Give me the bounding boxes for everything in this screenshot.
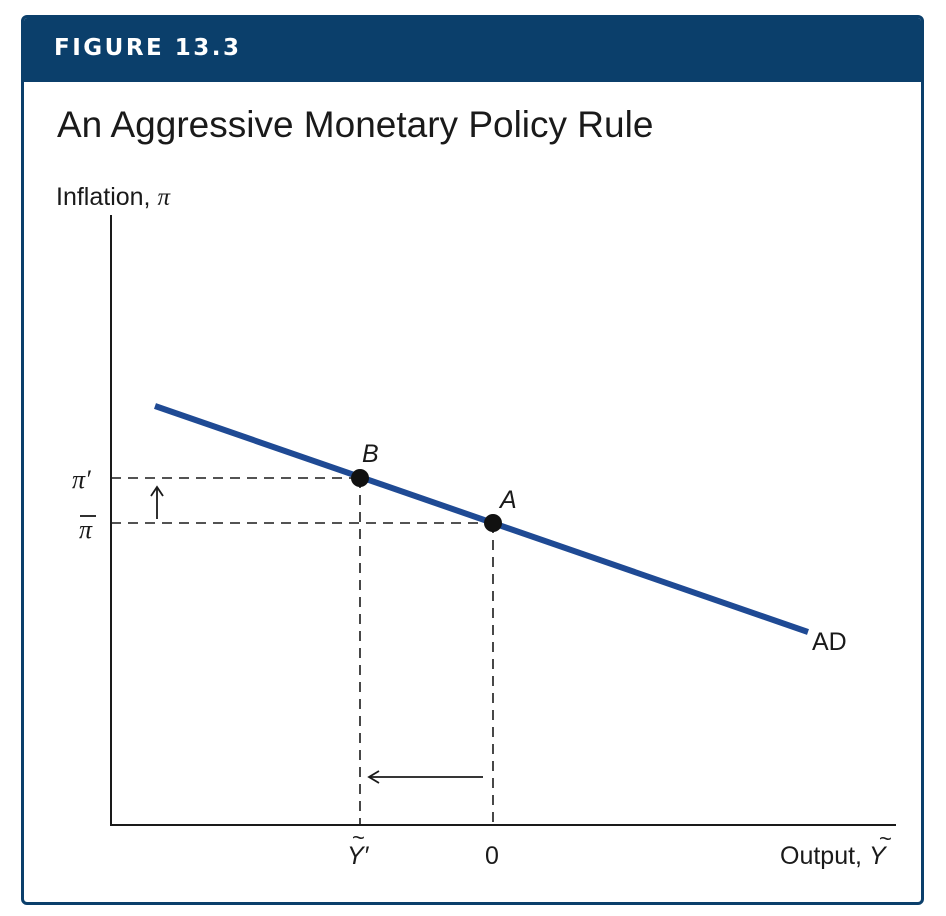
point-b — [351, 469, 369, 487]
tick-label-y-prime-accent: ~ — [352, 825, 365, 850]
figure-frame: FIGURE 13.3 An Aggressive Monetary Polic… — [21, 15, 924, 905]
x-axis-label: Output, Y — [780, 842, 888, 870]
figure-label: FIGURE 13.3 — [54, 35, 242, 61]
ad-curve — [154, 403, 809, 635]
point-a-label: A — [498, 486, 517, 514]
point-b-label: B — [362, 440, 379, 468]
tick-label-pi-prime: π′ — [72, 465, 91, 494]
figure-title: An Aggressive Monetary Policy Rule — [57, 104, 654, 145]
x-axis-symbol-accent: ~ — [879, 826, 892, 851]
tick-label-y-prime: Y′ — [347, 842, 370, 870]
point-a — [484, 514, 502, 532]
figure-header-bar: FIGURE 13.3 — [24, 18, 921, 82]
tick-label-zero: 0 — [485, 842, 499, 870]
tick-label-pi-bar: π — [79, 515, 93, 544]
left-arrow-icon — [367, 770, 483, 784]
y-axis-label: Inflation, π — [56, 183, 171, 211]
ad-curve-label: AD — [812, 628, 847, 656]
up-arrow-icon — [150, 485, 164, 519]
